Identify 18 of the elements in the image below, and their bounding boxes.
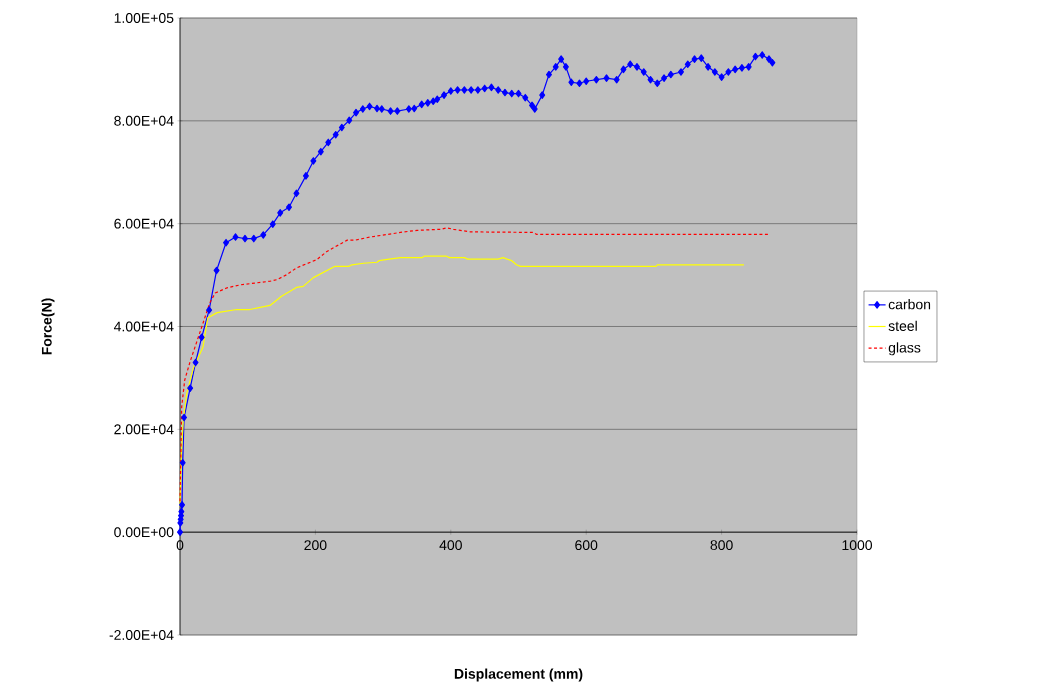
legend-label: steel [888,320,917,331]
x-tick-label: 1000 [842,540,873,551]
y-tick-label: 0.00E+00 [114,527,174,538]
x-tick-label: 200 [304,540,327,551]
x-tick-label: 600 [575,540,598,551]
y-tick-label: 2.00E+04 [114,424,174,435]
y-axis-title: Force(N) [41,298,55,355]
x-tick-label: 0 [176,540,184,551]
y-tick-label: 1.00E+05 [114,13,174,23]
y-tick-label: -2.00E+04 [109,630,174,640]
x-tick-label: 800 [710,540,733,551]
legend-label: glass [888,342,921,356]
legend-label: carbon [888,299,931,310]
x-axis-title: Displacement (mm) [454,668,583,682]
y-tick-label: 6.00E+04 [114,218,174,229]
y-tick-label: 8.00E+04 [114,115,174,126]
x-tick-label: 400 [439,540,462,551]
y-tick-label: 4.00E+04 [113,321,174,332]
